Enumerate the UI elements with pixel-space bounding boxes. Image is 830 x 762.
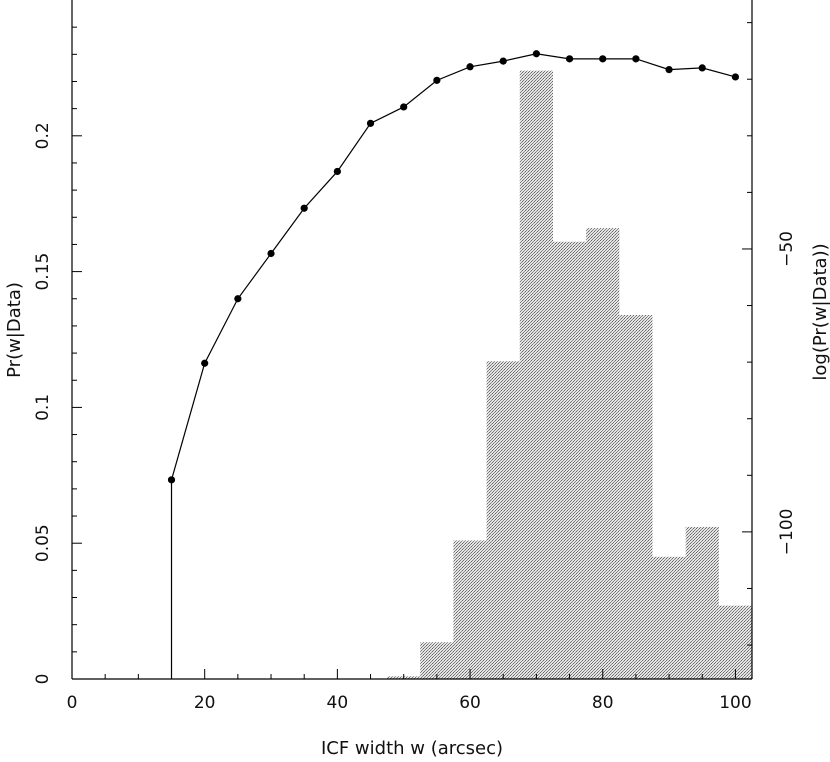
- axes: 0 20 40 60 80 100 0 0.05 0.1 0.15 0.2 −50 −100: [33, 0, 797, 713]
- y-left-tick-label: 0.2: [33, 122, 53, 149]
- histogram-bar: [453, 540, 487, 679]
- log-curve-point: [499, 57, 507, 65]
- axis-labels: ICF width w (arcsec) Pr(w|Data) log(Pr(w…: [4, 243, 830, 759]
- log-curve-point: [366, 119, 375, 127]
- log-curve-point: [300, 204, 308, 212]
- log-curve-point: [201, 359, 209, 367]
- log-curve-point: [665, 65, 673, 74]
- y-right-tick-label: −50: [777, 231, 797, 267]
- x-tick-label: 80: [592, 693, 614, 713]
- y-left-tick-label: 0.05: [33, 524, 53, 562]
- y-left-tick-label: 0.1: [33, 394, 53, 421]
- x-tick-label: 60: [459, 693, 481, 713]
- y-right-axis-title: log(Pr(w|Data)): [810, 243, 830, 380]
- log-curve-point: [167, 476, 176, 484]
- x-tick-label: 0: [67, 693, 78, 713]
- log-curve-point: [333, 167, 341, 176]
- x-axis-title: ICF width w (arcsec): [321, 738, 503, 759]
- y-left-axis-title: Pr(w|Data): [4, 282, 25, 378]
- log-curve-point: [698, 64, 706, 72]
- x-tick-label: 100: [719, 693, 751, 713]
- histogram-bar: [552, 241, 587, 679]
- log-curve: [167, 50, 740, 679]
- x-tick-label: 20: [194, 693, 216, 713]
- log-curve-point: [267, 249, 275, 258]
- histogram-bar: [718, 605, 752, 679]
- histogram-bar: [486, 361, 520, 679]
- log-curve-point: [234, 295, 242, 303]
- log-curve-line: [170, 53, 736, 480]
- log-curve-point: [632, 55, 640, 63]
- histogram-bar: [420, 642, 454, 679]
- log-curve-point: [400, 103, 408, 111]
- histogram-bar: [652, 556, 686, 679]
- x-tick-label: 40: [327, 693, 349, 713]
- log-curve-point: [532, 50, 540, 58]
- log-curve-point: [433, 76, 441, 84]
- y-left-tick-label: 0.15: [33, 253, 53, 291]
- y-right-tick-label: −100: [777, 509, 797, 556]
- log-curve-point: [565, 55, 574, 63]
- histogram: [387, 70, 752, 680]
- histogram-bar: [519, 70, 553, 680]
- y-left-tick-label: 0: [33, 674, 53, 685]
- histogram-bar: [586, 228, 620, 680]
- histogram-bar: [619, 315, 653, 679]
- log-curve-point: [466, 63, 474, 71]
- histogram-bar: [685, 526, 719, 679]
- log-curve-point: [731, 73, 740, 81]
- log-curve-point: [599, 55, 607, 63]
